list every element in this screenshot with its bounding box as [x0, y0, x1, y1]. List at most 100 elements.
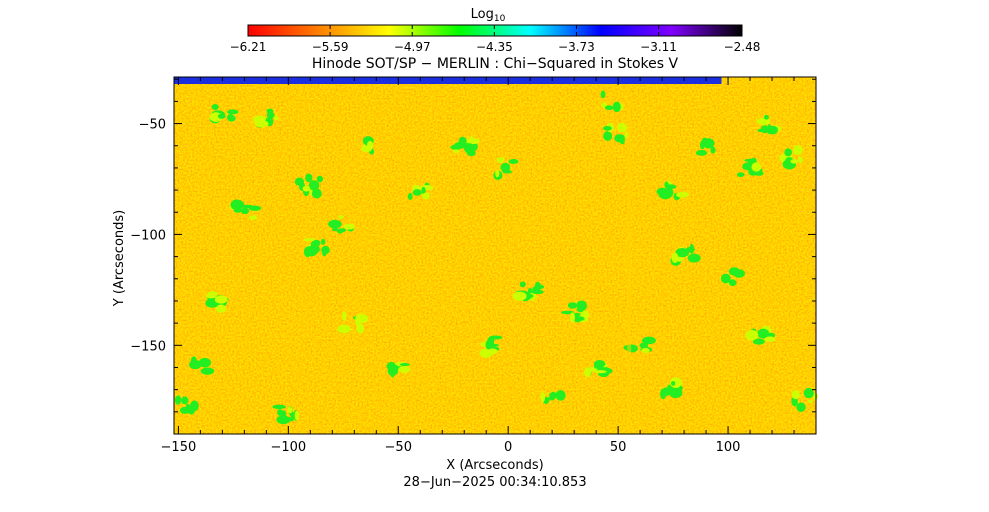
x-tick-label: 0 — [504, 440, 512, 455]
green-patch — [604, 105, 614, 111]
green-patch — [230, 199, 243, 210]
green-patch — [452, 149, 460, 153]
green-patch — [190, 400, 199, 412]
green-patch — [407, 192, 413, 201]
green-patch — [687, 253, 701, 263]
green-patch — [272, 404, 286, 410]
green-patch — [600, 90, 606, 99]
green-patch — [215, 304, 227, 313]
green-patch — [512, 291, 527, 301]
green-patch — [305, 246, 316, 255]
green-patch — [342, 311, 347, 321]
green-patch — [287, 406, 293, 414]
green-patch — [796, 402, 806, 412]
green-patch — [198, 357, 212, 368]
green-patch — [502, 163, 508, 168]
green-patch — [580, 310, 590, 318]
green-patch — [676, 191, 690, 198]
green-patch — [214, 295, 228, 304]
green-patch — [617, 122, 627, 133]
green-patch — [764, 114, 769, 120]
x-tick-label: −150 — [161, 440, 197, 455]
colorbar-tick-label: −3.11 — [640, 40, 677, 54]
colorbar-label-subscript: 10 — [494, 14, 506, 24]
green-patch — [273, 115, 279, 121]
heatmap-vertical-stripe — [627, 105, 632, 435]
green-patch — [266, 108, 274, 114]
green-patch — [227, 113, 235, 122]
green-patch — [284, 417, 292, 422]
green-patch — [254, 120, 269, 128]
green-patch — [603, 131, 613, 141]
green-patch — [751, 162, 762, 172]
green-patch — [321, 245, 330, 255]
colorbar-ticks: −6.21 −5.59 −4.97 −4.35 −3.73 −3.11 −2.48 — [230, 25, 760, 54]
green-patch — [386, 361, 396, 371]
green-patch — [576, 306, 585, 313]
green-patch — [641, 336, 656, 345]
green-patch — [548, 392, 559, 397]
green-patch — [496, 156, 505, 164]
y-tick-label: −50 — [139, 118, 166, 133]
green-patch — [540, 392, 546, 403]
plot-area — [173, 76, 818, 435]
green-patch — [488, 335, 503, 340]
green-patch — [308, 180, 320, 191]
green-patch — [338, 214, 344, 219]
green-patch — [466, 138, 480, 145]
green-patch — [695, 149, 708, 156]
green-patch — [240, 207, 250, 215]
green-patch — [728, 267, 740, 276]
green-patch — [508, 158, 519, 165]
green-patch — [207, 291, 219, 296]
green-patch — [248, 205, 262, 211]
green-patch — [612, 101, 621, 113]
green-patch — [534, 281, 541, 290]
green-patch — [791, 390, 800, 400]
green-patch — [567, 302, 578, 309]
green-patch — [217, 113, 226, 119]
green-patch — [797, 156, 803, 164]
green-patch — [584, 367, 591, 378]
green-patch — [303, 238, 316, 242]
green-patch — [671, 252, 679, 264]
colorbar-tick-label: −3.73 — [558, 40, 595, 54]
green-patch — [728, 279, 737, 287]
green-patch — [764, 336, 776, 342]
x-tick-label: −100 — [270, 440, 306, 455]
green-patch — [495, 169, 500, 178]
green-patch — [641, 348, 650, 353]
green-patch — [670, 381, 676, 386]
green-patch — [276, 415, 291, 425]
green-patch — [569, 312, 576, 323]
green-patch — [248, 215, 258, 220]
green-patch — [305, 173, 313, 183]
colorbar-label: Log10 — [471, 7, 506, 24]
green-patch — [312, 239, 321, 247]
green-patch — [548, 395, 556, 401]
green-patch — [464, 143, 476, 154]
green-patch — [790, 159, 799, 164]
green-patch — [614, 134, 625, 143]
green-patch — [227, 109, 239, 115]
x-axis: −150 −100 −50 0 50 100 — [161, 77, 817, 455]
green-patch — [343, 223, 355, 230]
timestamp: 28−Jun−2025 00:34:10.853 — [403, 475, 586, 490]
green-patch — [191, 359, 197, 365]
green-patch — [422, 192, 430, 200]
colorbar-tick-label: −4.35 — [476, 40, 513, 54]
green-patch — [421, 186, 426, 195]
green-patch — [398, 365, 410, 373]
green-patch — [767, 124, 772, 135]
green-patch — [720, 273, 731, 284]
green-patch — [792, 145, 803, 156]
green-patch — [412, 189, 422, 196]
green-patch — [656, 187, 669, 196]
plot-frame — [173, 76, 817, 435]
green-patch — [320, 238, 326, 245]
y-tick-label: −100 — [130, 228, 166, 243]
green-patch — [328, 219, 342, 229]
green-patch — [302, 185, 311, 192]
x-tick-label: 50 — [610, 440, 627, 455]
green-patch — [527, 287, 533, 294]
